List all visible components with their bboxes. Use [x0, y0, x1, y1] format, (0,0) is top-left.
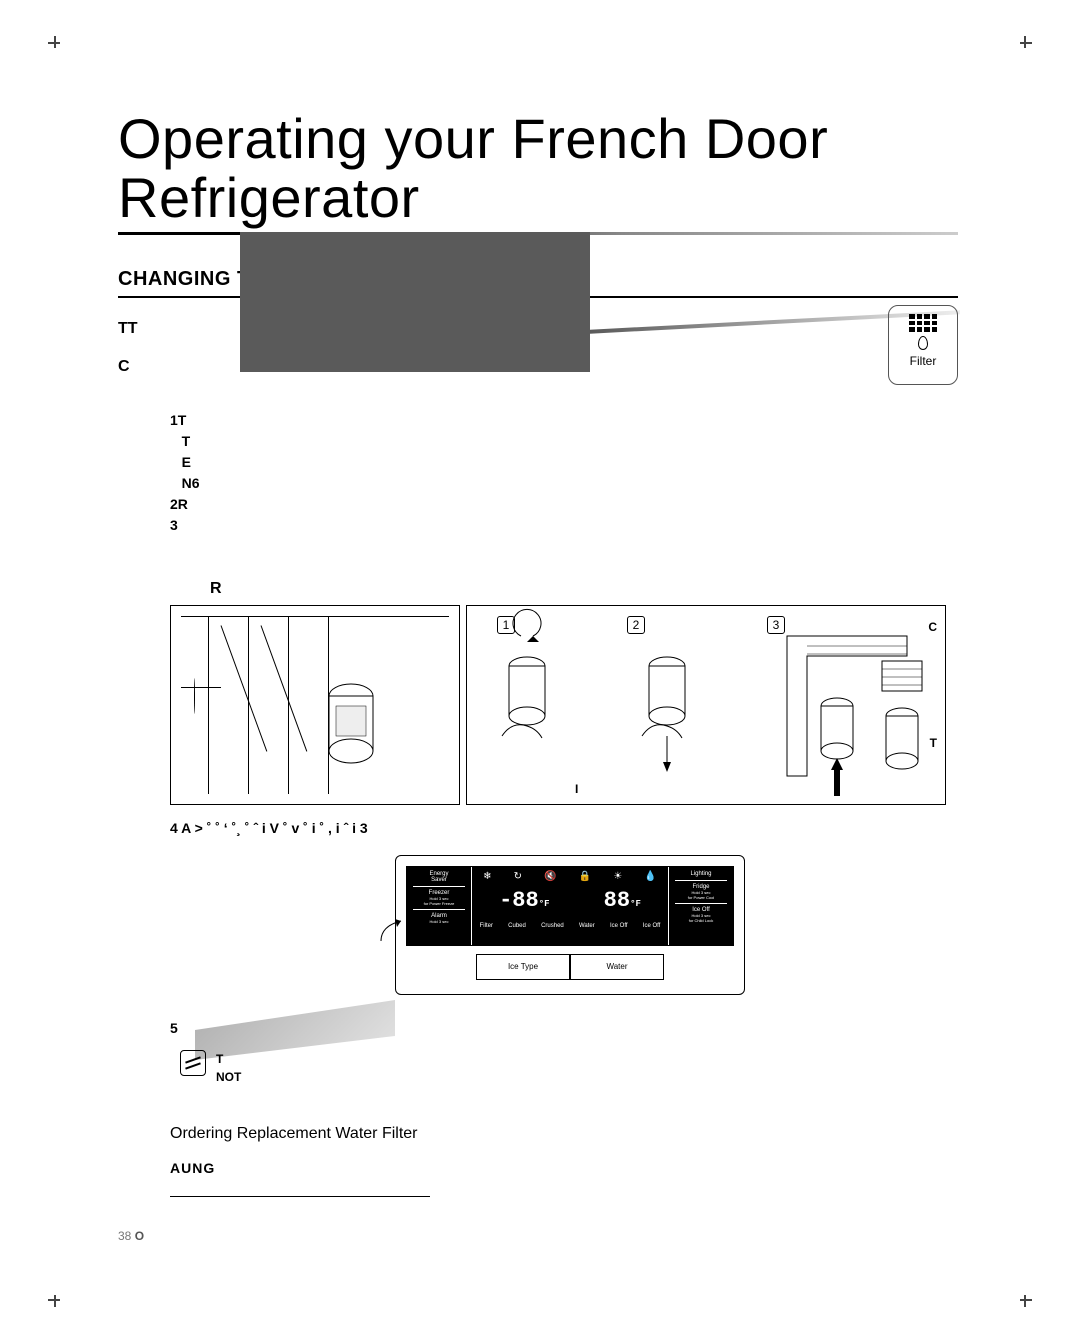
crop-mark — [1024, 1295, 1026, 1307]
opt-iceoff-1: Ice Off — [610, 923, 628, 929]
redaction-block — [240, 232, 590, 372]
calendar-grid-icon — [909, 314, 937, 332]
page-title: Operating your French Door Refrigerator — [118, 110, 828, 228]
snowflake-icon: ❄ — [483, 871, 491, 882]
cycle-icon: ↻ — [514, 871, 522, 882]
manual-page: Operating your French Door Refrigerator … — [0, 0, 1080, 1343]
fridge-unit: °F — [630, 899, 641, 909]
page-number: 38 — [118, 1229, 131, 1243]
filter-indicator-icon: Filter — [888, 305, 958, 385]
hand-filter-sketch — [467, 606, 945, 804]
opt-crushed: Crushed — [541, 923, 564, 929]
freezer-sublabel: Hold 3 sec for Power Freeze — [409, 896, 469, 906]
note-not: NOT — [216, 1070, 241, 1084]
drop-icon: 💧 — [644, 871, 656, 882]
ice-type-button: Ice Type — [476, 954, 570, 980]
step-5-text: 5 — [170, 1020, 178, 1036]
fridge-sublabel: Hold 3 sec for Power Cool — [671, 890, 731, 900]
panel-left-column: Energy Saver Freezer Hold 3 sec for Powe… — [407, 867, 472, 945]
crop-mark — [1020, 42, 1032, 44]
control-panel-display: Energy Saver Freezer Hold 3 sec for Powe… — [406, 866, 734, 946]
light-icon: ☀ — [613, 871, 622, 882]
control-panel-diagram: Energy Saver Freezer Hold 3 sec for Powe… — [395, 855, 745, 995]
freezer-temp: -88 — [499, 888, 539, 913]
filter-cartridge-sketch — [171, 606, 459, 804]
note-text: T NOT — [216, 1050, 241, 1086]
diagram-steps-panel: 1 2 3 C T I — [466, 605, 946, 805]
filter-badge-label: Filter — [889, 354, 957, 368]
panel-center: ❄ ↻ 🔇 🔒 ☀ 💧 -88°F 88°F Filter Cubed Crus… — [472, 867, 668, 945]
footer-section: O — [135, 1229, 144, 1243]
mute-icon: 🔇 — [544, 871, 556, 882]
diagram-fridge-interior — [170, 605, 460, 805]
energy-saver-label: Energy Saver — [409, 871, 469, 883]
panel-top-icons: ❄ ↻ 🔇 🔒 ☀ 💧 — [472, 867, 668, 885]
opt-cubed: Cubed — [508, 923, 526, 929]
freezer-unit: °F — [539, 899, 550, 909]
crop-mark — [54, 36, 56, 48]
iceoff-sublabel: Hold 3 sec for Child Lock — [671, 913, 731, 923]
opt-iceoff-2: Ice Off — [643, 923, 661, 929]
lighting-label: Lighting — [671, 871, 731, 877]
panel-temps: -88°F 88°F — [472, 885, 668, 915]
panel-right-column: Lighting Fridge Hold 3 sec for Power Coo… — [668, 867, 733, 945]
opt-water: Water — [579, 923, 595, 929]
aung-underline — [170, 1196, 430, 1197]
water-button: Water — [570, 954, 664, 980]
aung-label: AUNG — [170, 1160, 215, 1176]
crop-mark — [1020, 1299, 1032, 1301]
title-line-1: Operating your French Door — [118, 107, 828, 170]
label-c: C — [118, 358, 130, 376]
label-r: R — [210, 580, 222, 598]
panel-bottom-buttons: Ice Type Water — [476, 954, 664, 980]
fridge-temp: 88 — [604, 888, 630, 913]
subheading: Ordering Replacement Water Filter — [170, 1125, 418, 1143]
panel-bottom-options: Filter Cubed Crushed Water Ice Off Ice O… — [472, 915, 668, 937]
opt-filter: Filter — [480, 923, 493, 929]
crop-mark — [54, 1295, 56, 1307]
note-t: T — [216, 1052, 223, 1066]
lock-icon: 🔒 — [579, 871, 591, 882]
step-4-text: 4 A > ˚ ˚ ʻ ˚¸ ˚ ˆ i V ˚ v ˚ i ˚ , i ˆ i… — [170, 820, 368, 836]
filter-diagram-row: 1 2 3 C T I — [170, 605, 946, 805]
note-icon — [180, 1050, 206, 1076]
crop-mark — [1024, 36, 1026, 48]
water-drop-icon — [918, 336, 928, 350]
steps-text-block: 1T T E N6 2R 3 — [170, 410, 200, 536]
title-line-2: Refrigerator — [118, 166, 420, 229]
page-footer: 38 O — [118, 1229, 144, 1243]
label-tt: TT — [118, 320, 138, 338]
note-row: T NOT — [180, 1050, 241, 1086]
alarm-sublabel: Hold 3 sec — [409, 919, 469, 924]
panel-pointer-arrow — [376, 916, 406, 946]
